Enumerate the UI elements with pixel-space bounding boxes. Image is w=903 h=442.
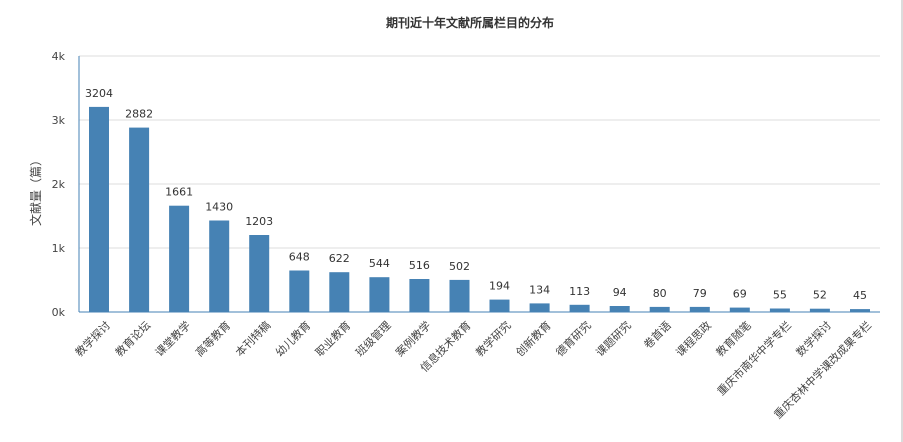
x-tick-label-17: 重庆市南华中学专栏 bbox=[714, 318, 794, 398]
data-label-11: 134 bbox=[529, 283, 550, 296]
bar-11 bbox=[529, 303, 550, 312]
bar-4 bbox=[249, 235, 270, 312]
x-tick-label-14: 卷首语 bbox=[641, 318, 674, 351]
bar-19 bbox=[850, 309, 870, 312]
bar-13 bbox=[609, 306, 630, 312]
bar-18 bbox=[809, 308, 830, 312]
x-tick-label-8: 案例教学 bbox=[393, 318, 434, 359]
axes bbox=[78, 56, 880, 313]
bar-7 bbox=[369, 277, 390, 312]
y-axis-ticks: 0k 1k 2k 3k 4k bbox=[52, 50, 66, 319]
bars bbox=[89, 106, 870, 313]
y-tick-label-2: 2k bbox=[52, 178, 66, 191]
x-tick-label-0: 教学探讨 bbox=[72, 318, 113, 359]
x-tick-label-3: 高等教育 bbox=[192, 318, 233, 359]
x-tick-label-13: 课题研究 bbox=[593, 318, 634, 359]
data-label-8: 516 bbox=[409, 259, 430, 272]
bar-16 bbox=[729, 307, 750, 312]
bar-10 bbox=[489, 299, 510, 312]
y-tick-label-4: 4k bbox=[52, 50, 66, 63]
x-tick-label-7: 班级管理 bbox=[353, 318, 394, 359]
data-label-7: 544 bbox=[369, 257, 390, 270]
x-tick-label-16: 教育随笔 bbox=[713, 318, 754, 359]
y-axis-label: 文献量（篇） bbox=[28, 154, 43, 226]
gridlines bbox=[79, 55, 880, 249]
bar-6 bbox=[329, 272, 350, 312]
x-tick-label-10: 教学研究 bbox=[473, 318, 514, 359]
bar-9 bbox=[449, 279, 470, 312]
data-label-9: 502 bbox=[449, 260, 470, 273]
bar-0 bbox=[89, 106, 109, 313]
x-axis-ticks: 教学探讨 教育论坛 课堂教学 高等教育 本刊特稿 幼儿教育 职业教育 班级管理 案例教学信息技术… bbox=[72, 318, 874, 421]
bar-2 bbox=[169, 205, 190, 312]
right-edge-divider bbox=[901, 0, 903, 442]
x-tick-label-4: 本刊特稿 bbox=[232, 318, 273, 359]
data-label-18: 52 bbox=[813, 289, 827, 302]
y-tick-label-0: 0k bbox=[52, 306, 66, 319]
bar-17 bbox=[769, 308, 790, 312]
bar-5 bbox=[289, 270, 310, 312]
x-tick-label-5: 幼儿教育 bbox=[272, 318, 313, 359]
x-tick-label-11: 创新教育 bbox=[513, 318, 554, 359]
y-tick-label-1: 1k bbox=[52, 242, 66, 255]
data-label-6: 622 bbox=[329, 252, 350, 265]
x-tick-label-2: 课堂教学 bbox=[152, 318, 193, 359]
bar-15 bbox=[689, 306, 710, 312]
data-label-13: 94 bbox=[613, 286, 627, 299]
x-tick-label-12: 德育研究 bbox=[553, 318, 594, 359]
bar-14 bbox=[649, 306, 670, 312]
data-label-19: 45 bbox=[853, 289, 867, 302]
bar-3 bbox=[209, 220, 230, 312]
x-tick-label-18: 数学探讨 bbox=[793, 318, 834, 359]
data-label-5: 648 bbox=[289, 251, 310, 264]
data-label-16: 69 bbox=[733, 288, 747, 301]
x-tick-label-1: 教育论坛 bbox=[112, 318, 153, 359]
data-label-4: 1203 bbox=[245, 215, 273, 228]
chart-title: 期刊近十年文献所属栏目的分布 bbox=[386, 15, 554, 30]
data-label-3: 1430 bbox=[205, 201, 233, 214]
data-label-15: 79 bbox=[693, 287, 707, 300]
y-tick-label-3: 3k bbox=[52, 114, 66, 127]
x-tick-label-6: 职业教育 bbox=[312, 318, 353, 359]
data-labels: 3204 2882 1661 1430 1203 648 622 544 516 502 194 13… bbox=[85, 87, 867, 302]
data-label-0: 3204 bbox=[85, 87, 113, 100]
bar-12 bbox=[569, 304, 590, 312]
data-label-12: 113 bbox=[569, 285, 590, 298]
data-label-1: 2882 bbox=[125, 108, 153, 121]
data-label-2: 1661 bbox=[165, 186, 193, 199]
data-label-14: 80 bbox=[653, 287, 667, 300]
x-tick-label-15: 课程思政 bbox=[673, 318, 714, 359]
data-label-10: 194 bbox=[489, 280, 510, 293]
data-label-17: 55 bbox=[773, 289, 787, 302]
bar-8 bbox=[409, 279, 430, 312]
bar-1 bbox=[129, 127, 150, 312]
